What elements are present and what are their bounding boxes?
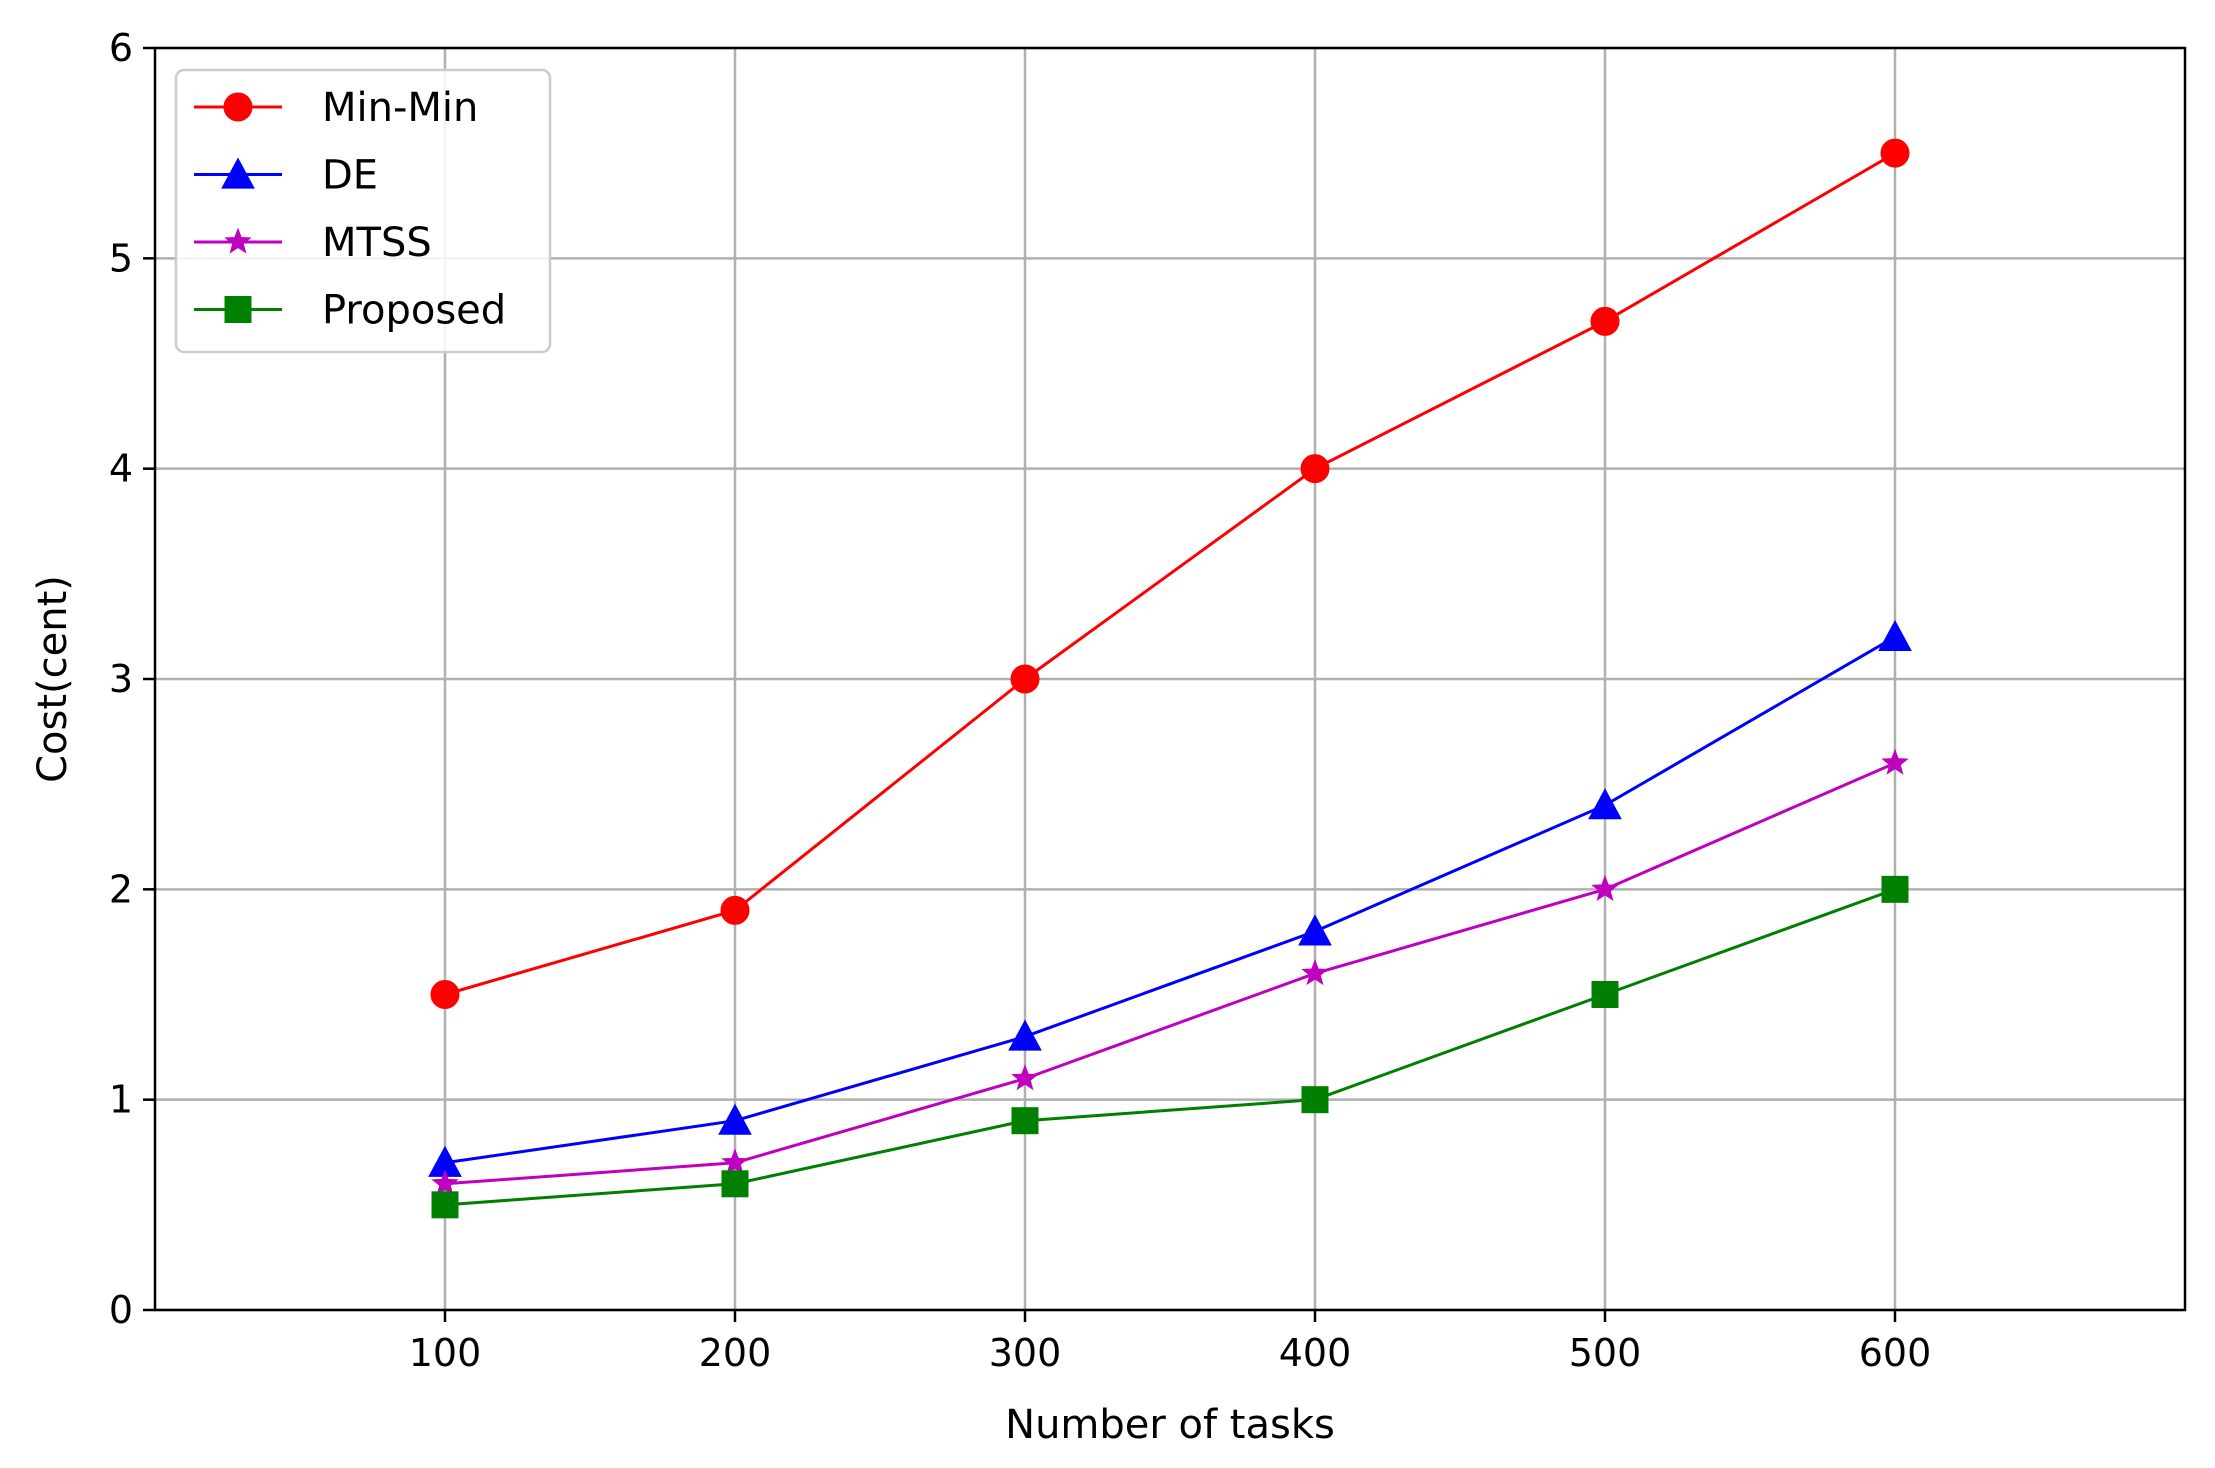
data-point-min-min: [1880, 138, 1910, 168]
series-line-min-min: [444, 151, 1896, 996]
y-tick-label: 6: [109, 26, 133, 70]
series-line-mtss: [444, 761, 1896, 1186]
data-point-proposed: [431, 1191, 459, 1219]
x-tick-label: 500: [1569, 1331, 1642, 1375]
data-point-mtss: [1011, 1064, 1039, 1091]
data-point-de: [1878, 619, 1912, 652]
y-tick-label: 3: [109, 657, 133, 701]
data-point-mtss: [721, 1148, 749, 1175]
y-axis-title: Cost(cent): [30, 575, 76, 783]
legend-label-min-min: Min-Min: [322, 85, 478, 131]
series-mtss: [431, 748, 1909, 1196]
data-point-proposed: [1301, 1086, 1329, 1114]
data-point-mtss: [1881, 748, 1909, 775]
legend-label-proposed: Proposed: [322, 288, 506, 334]
data-point-min-min: [1300, 454, 1330, 484]
data-point-de: [1588, 788, 1622, 820]
data-point-proposed: [721, 1170, 749, 1198]
data-point-proposed: [1881, 875, 1909, 903]
ticks: 100 200 300 400 500 600 0 1 2 3 4 5 6: [109, 26, 1931, 1375]
legend-marker-min-min: [223, 92, 253, 122]
data-point-min-min: [430, 980, 460, 1009]
legend-label-de: DE: [322, 153, 378, 199]
data-point-proposed: [1011, 1107, 1039, 1135]
y-tick-label: 2: [109, 867, 133, 911]
series-line-proposed: [444, 887, 1896, 1207]
data-point-proposed: [1591, 981, 1619, 1008]
data-point-min-min: [1010, 664, 1040, 694]
legend-marker-proposed: [224, 296, 252, 323]
series-proposed: [431, 875, 1909, 1219]
y-tick-label: 0: [109, 1288, 133, 1332]
data-point-de: [718, 1103, 752, 1135]
x-tick-label: 200: [699, 1331, 772, 1375]
legend-box: [174, 68, 552, 354]
legend-marker-mtss: [224, 227, 252, 254]
data-point-mtss: [1301, 959, 1329, 986]
series-line-de: [444, 635, 1896, 1165]
series-layer: [428, 138, 1912, 1219]
x-tick-label: 100: [409, 1331, 482, 1375]
x-axis-title: Number of tasks: [1005, 1402, 1335, 1448]
series-min-min: [430, 138, 1910, 1009]
data-point-min-min: [1590, 306, 1620, 336]
x-tick-label: 300: [989, 1331, 1062, 1375]
series-de: [428, 619, 1912, 1177]
legend-label-mtss: MTSS: [322, 220, 432, 266]
y-tick-label: 1: [109, 1078, 133, 1122]
y-tick-label: 5: [109, 236, 133, 280]
legend-marker-de: [221, 157, 255, 189]
y-tick-label: 4: [109, 447, 133, 491]
legend: Min-Min DE MTSS Proposed: [174, 68, 552, 354]
data-point-de: [1298, 914, 1332, 946]
data-point-min-min: [720, 895, 750, 925]
data-point-de: [1008, 1019, 1042, 1051]
data-point-mtss: [1591, 874, 1619, 901]
x-tick-label: 600: [1859, 1331, 1932, 1375]
data-point-mtss: [431, 1169, 459, 1196]
x-tick-label: 400: [1279, 1331, 1352, 1375]
